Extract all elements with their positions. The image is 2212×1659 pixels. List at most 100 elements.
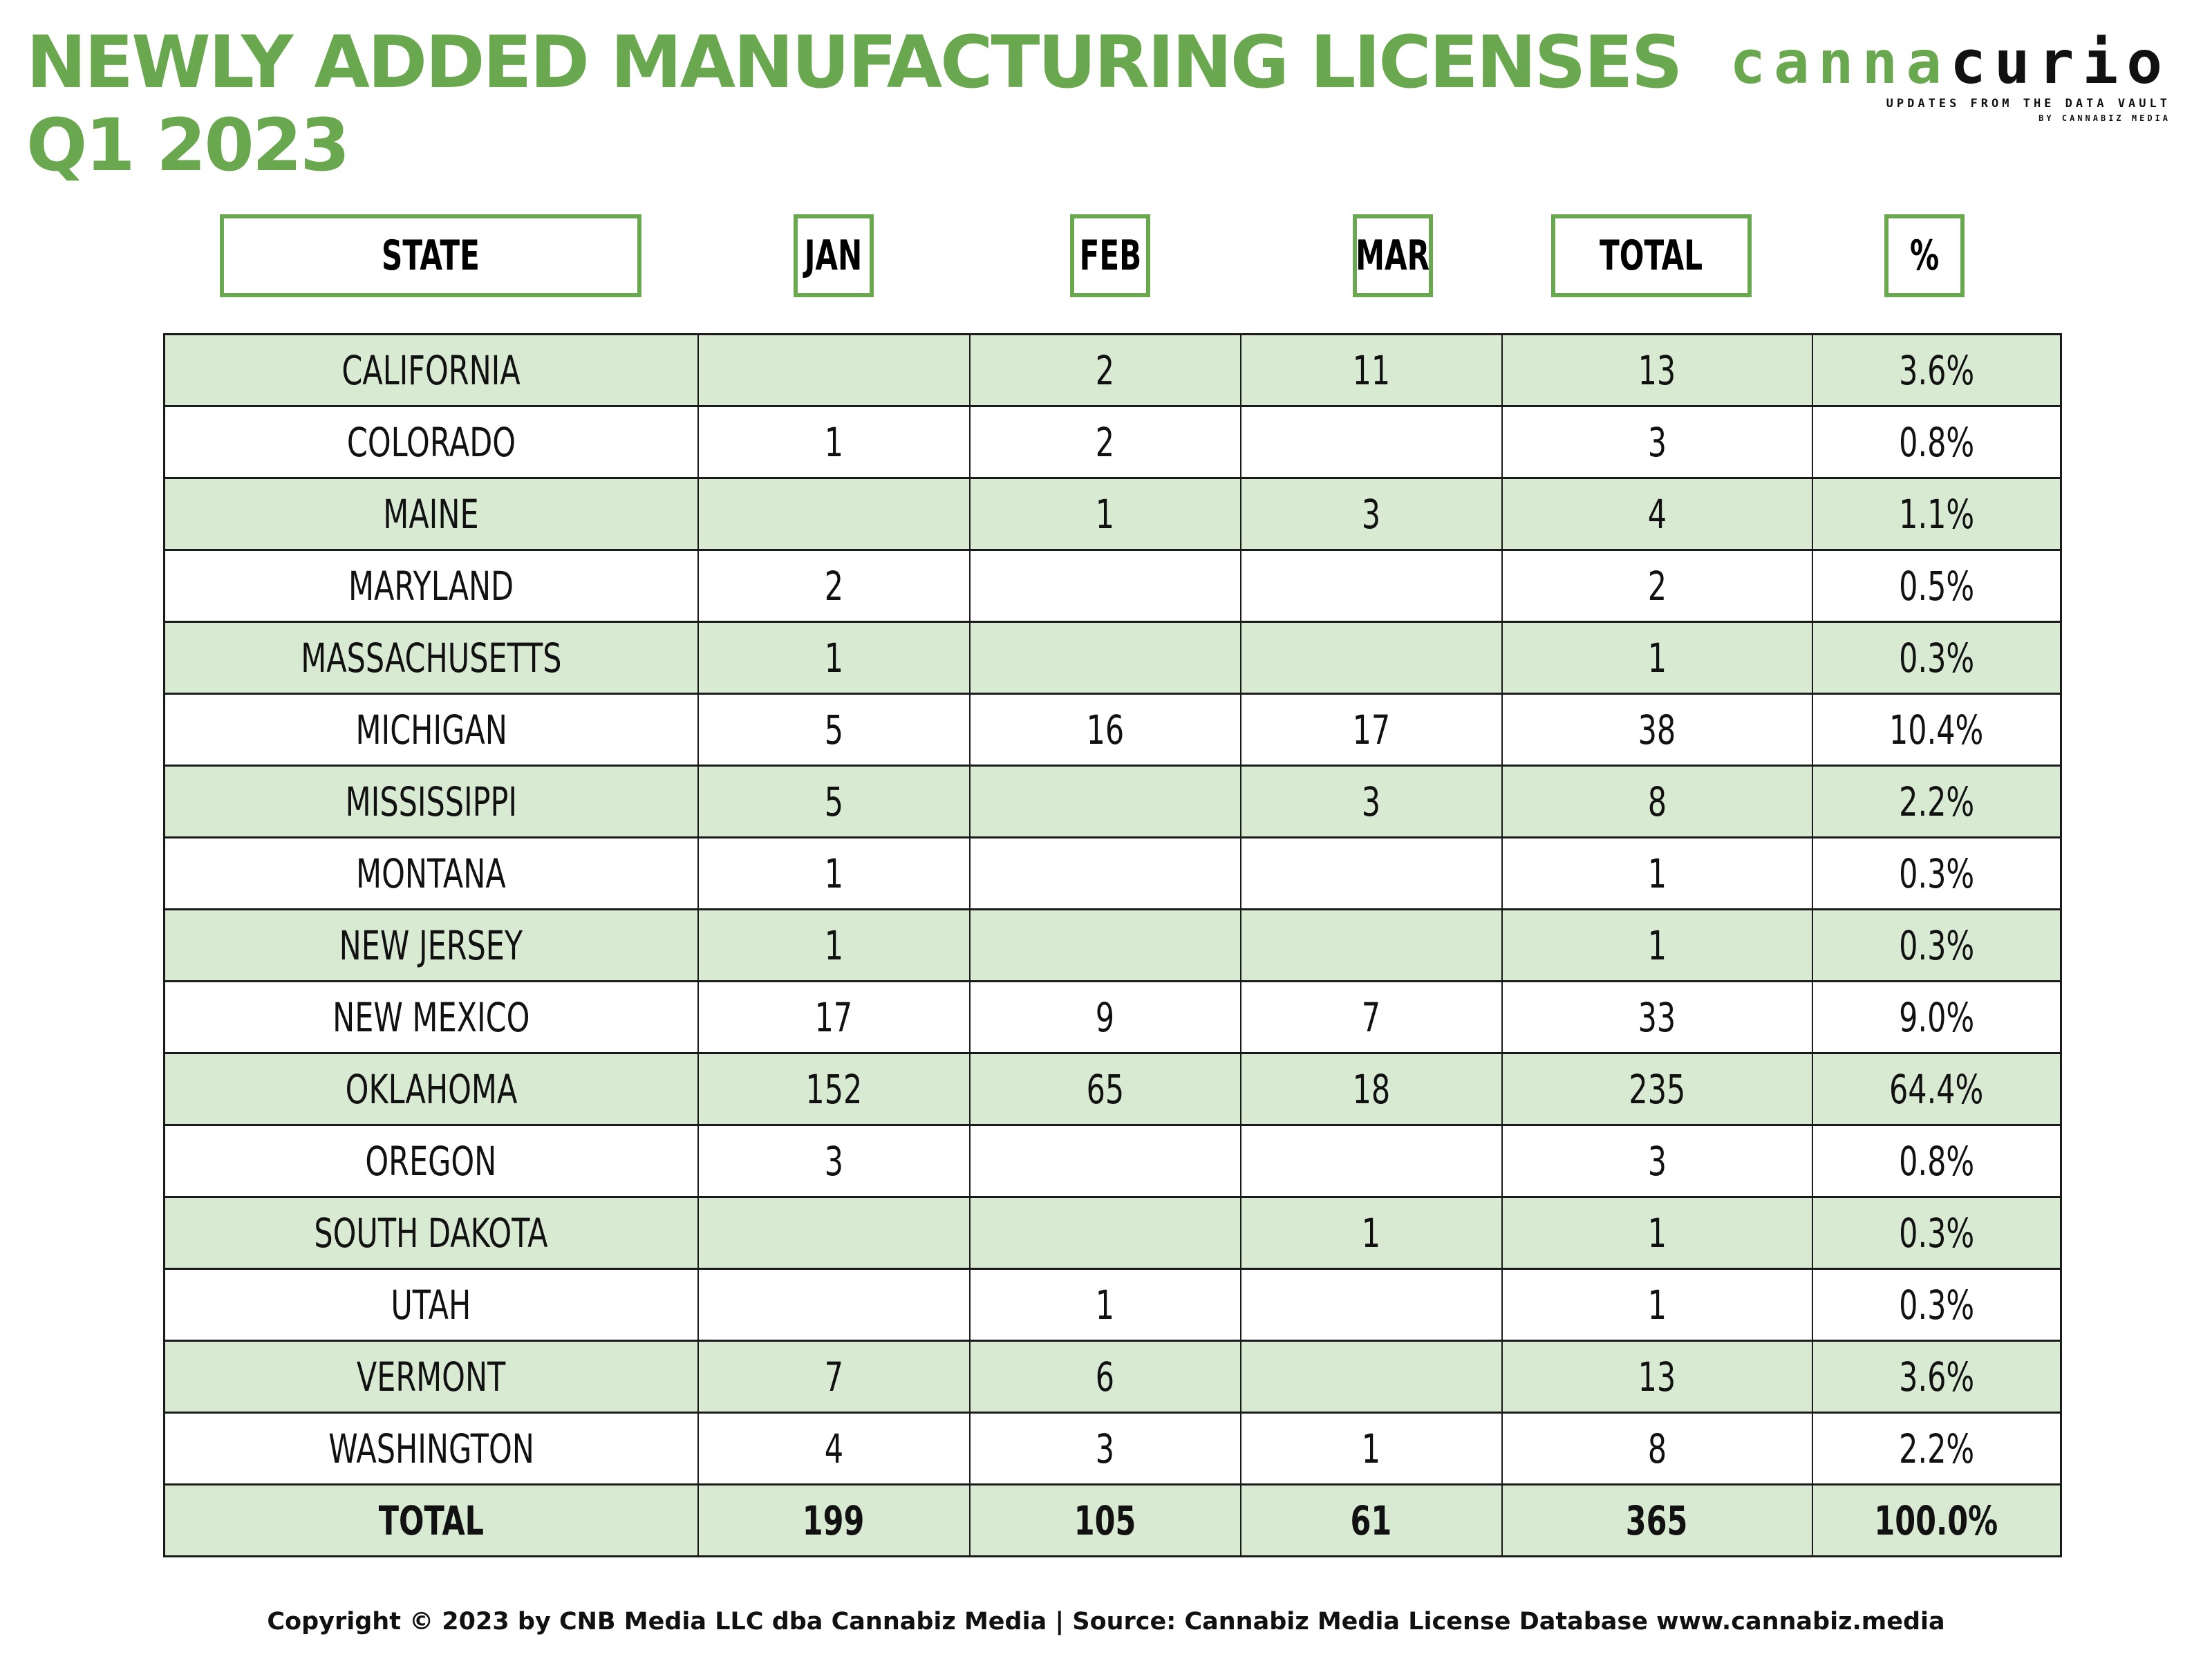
table-row: NEW MEXICO 17 9 7 33 9.0%	[163, 980, 2062, 1054]
cell-percent: 0.5%	[1811, 549, 2062, 623]
cell-total: 13	[1501, 1340, 1813, 1414]
cell-state: MAINE	[163, 477, 699, 551]
table-row: MASSACHUSETTS 1 1 0.3%	[163, 621, 2062, 695]
cell-jan: 152	[697, 1052, 971, 1126]
cell-state: TOTAL	[163, 1483, 699, 1557]
cell-mar	[1239, 1124, 1503, 1198]
cell-jan: 4	[697, 1412, 971, 1485]
cell-percent: 0.3%	[1811, 621, 2062, 695]
cell-mar: 7	[1239, 980, 1503, 1054]
header-state: STATE	[220, 214, 641, 297]
cell-jan: 1	[697, 405, 971, 479]
cell-percent: 2.2%	[1811, 1412, 2062, 1485]
title-line-1: NEWLY ADDED MANUFACTURING LICENSES	[26, 20, 1683, 104]
cell-feb	[968, 621, 1241, 695]
cell-total: 1	[1501, 836, 1813, 910]
cell-total: 8	[1501, 1412, 1813, 1485]
cell-percent: 3.6%	[1811, 1340, 2062, 1414]
cell-feb: 3	[968, 1412, 1241, 1485]
table-row: UTAH 1 1 0.3%	[163, 1268, 2062, 1342]
cell-percent: 2.2%	[1811, 765, 2062, 838]
cell-feb	[968, 1124, 1241, 1198]
cell-state: MARYLAND	[163, 549, 699, 623]
table-row: MISSISSIPPI 5 3 8 2.2%	[163, 765, 2062, 838]
cell-percent: 0.3%	[1811, 1196, 2062, 1270]
cell-jan: 17	[697, 980, 971, 1054]
cell-jan: 3	[697, 1124, 971, 1198]
header-mar: MAR	[1353, 214, 1433, 297]
header-feb: FEB	[1070, 214, 1150, 297]
cell-total: 3	[1501, 1124, 1813, 1198]
cell-feb	[968, 836, 1241, 910]
table-row: MONTANA 1 1 0.3%	[163, 836, 2062, 910]
cell-total: 2	[1501, 549, 1813, 623]
cell-feb	[968, 765, 1241, 838]
cell-percent: 0.8%	[1811, 405, 2062, 479]
cell-state: MASSACHUSETTS	[163, 621, 699, 695]
cell-mar	[1239, 908, 1503, 982]
cell-feb: 16	[968, 693, 1241, 767]
cell-mar	[1239, 1268, 1503, 1342]
cell-mar: 17	[1239, 693, 1503, 767]
cell-total: 1	[1501, 908, 1813, 982]
cell-total: 365	[1501, 1483, 1813, 1557]
cell-feb: 2	[968, 405, 1241, 479]
cell-state: MISSISSIPPI	[163, 765, 699, 838]
cell-mar	[1239, 549, 1503, 623]
table-body: CALIFORNIA 2 11 13 3.6% COLORADO 1 2 3 0.8% MAINE 1…	[163, 333, 2062, 1557]
table-total-row: TOTAL 199 105 61 365 100.0%	[163, 1483, 2062, 1557]
table-row: CALIFORNIA 2 11 13 3.6%	[163, 333, 2062, 407]
cell-percent: 0.3%	[1811, 836, 2062, 910]
cell-total: 1	[1501, 1196, 1813, 1270]
cell-total: 13	[1501, 333, 1813, 407]
licenses-table: CALIFORNIA 2 11 13 3.6% COLORADO 1 2 3 0.8% MAINE 1…	[163, 333, 2062, 1557]
cell-jan: 1	[697, 621, 971, 695]
cell-mar: 11	[1239, 333, 1503, 407]
cell-feb	[968, 1196, 1241, 1270]
logo-tagline: UPDATES FROM THE DATA VAULT	[1886, 97, 2171, 111]
table-row: NEW JERSEY 1 1 0.3%	[163, 908, 2062, 982]
cell-jan: 5	[697, 765, 971, 838]
cell-percent: 3.6%	[1811, 333, 2062, 407]
cell-jan: 7	[697, 1340, 971, 1414]
cell-feb	[968, 908, 1241, 982]
logo-wordmark: cannacurio	[1730, 33, 2171, 93]
cell-feb: 105	[968, 1483, 1241, 1557]
cell-jan	[697, 477, 971, 551]
cell-state: NEW JERSEY	[163, 908, 699, 982]
cell-jan: 5	[697, 693, 971, 767]
cell-feb: 9	[968, 980, 1241, 1054]
title-line-2: Q1 2023	[26, 103, 350, 187]
cell-total: 4	[1501, 477, 1813, 551]
cell-total: 33	[1501, 980, 1813, 1054]
cell-feb: 2	[968, 333, 1241, 407]
table-row: SOUTH DAKOTA 1 1 0.3%	[163, 1196, 2062, 1270]
cell-state: SOUTH DAKOTA	[163, 1196, 699, 1270]
header-total: TOTAL	[1551, 214, 1752, 297]
cell-state: NEW MEXICO	[163, 980, 699, 1054]
cell-percent: 64.4%	[1811, 1052, 2062, 1126]
cell-percent: 1.1%	[1811, 477, 2062, 551]
cell-percent: 100.0%	[1811, 1483, 2062, 1557]
cell-state: WASHINGTON	[163, 1412, 699, 1485]
cell-state: MONTANA	[163, 836, 699, 910]
copyright-footer: Copyright © 2023 by CNB Media LLC dba Ca…	[267, 1608, 1945, 1635]
page-title: NEWLY ADDED MANUFACTURING LICENSES Q1 20…	[26, 20, 1683, 187]
cell-percent: 0.8%	[1811, 1124, 2062, 1198]
logo-part-curio: curio	[1950, 28, 2171, 97]
cell-state: UTAH	[163, 1268, 699, 1342]
table-row: COLORADO 1 2 3 0.8%	[163, 405, 2062, 479]
cell-feb: 1	[968, 1268, 1241, 1342]
table-row: OREGON 3 3 0.8%	[163, 1124, 2062, 1198]
cell-jan	[697, 333, 971, 407]
cell-jan: 1	[697, 836, 971, 910]
cell-mar	[1239, 405, 1503, 479]
table-row: MICHIGAN 5 16 17 38 10.4%	[163, 693, 2062, 767]
table-row: OKLAHOMA 152 65 18 235 64.4%	[163, 1052, 2062, 1126]
cell-jan	[697, 1196, 971, 1270]
cell-mar: 1	[1239, 1412, 1503, 1485]
cell-jan: 199	[697, 1483, 971, 1557]
cell-mar	[1239, 1340, 1503, 1414]
cell-mar	[1239, 836, 1503, 910]
cell-state: MICHIGAN	[163, 693, 699, 767]
